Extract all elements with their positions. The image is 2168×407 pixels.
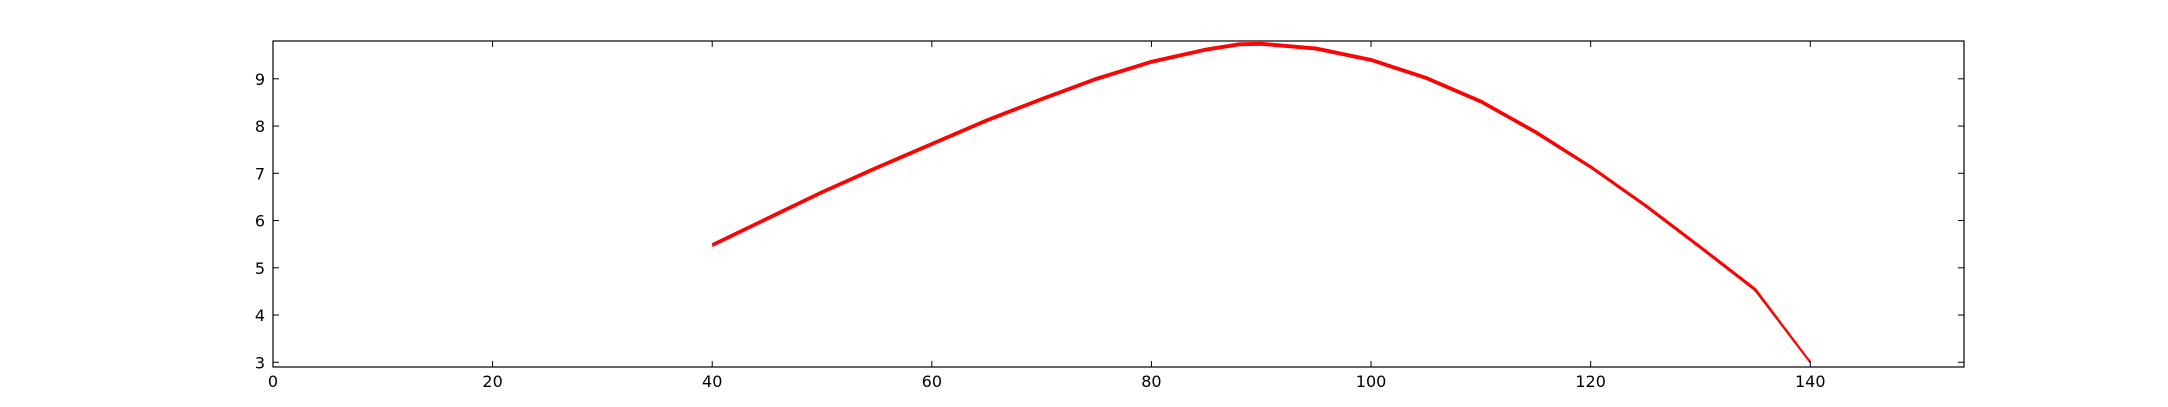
y-axis: 3 4 5 6 7 8 9 bbox=[255, 70, 1964, 372]
y-tick-label: 4 bbox=[255, 306, 265, 325]
x-tick-label: 40 bbox=[702, 372, 722, 391]
x-tick-label: 20 bbox=[482, 372, 502, 391]
y-tick-label: 3 bbox=[255, 353, 265, 372]
y-tick-label: 9 bbox=[255, 70, 265, 89]
series-line-2 bbox=[711, 41, 1812, 363]
y-tick-label: 8 bbox=[255, 117, 265, 136]
x-tick-label: 140 bbox=[1795, 372, 1826, 391]
y-tick-label: 5 bbox=[255, 259, 265, 278]
series-layer bbox=[711, 41, 1812, 363]
x-axis: 0 20 40 60 80 100 120 140 bbox=[268, 41, 1826, 391]
y-tick-label: 6 bbox=[255, 212, 265, 231]
y-tick-label: 7 bbox=[255, 164, 265, 183]
x-tick-label: 0 bbox=[268, 372, 278, 391]
plot-area-frame bbox=[272, 40, 1965, 368]
x-tick-label: 60 bbox=[922, 372, 942, 391]
series-line-1 bbox=[711, 43, 1812, 363]
x-tick-label: 120 bbox=[1575, 372, 1606, 391]
x-tick-label: 80 bbox=[1141, 372, 1161, 391]
x-tick-label: 100 bbox=[1356, 372, 1387, 391]
